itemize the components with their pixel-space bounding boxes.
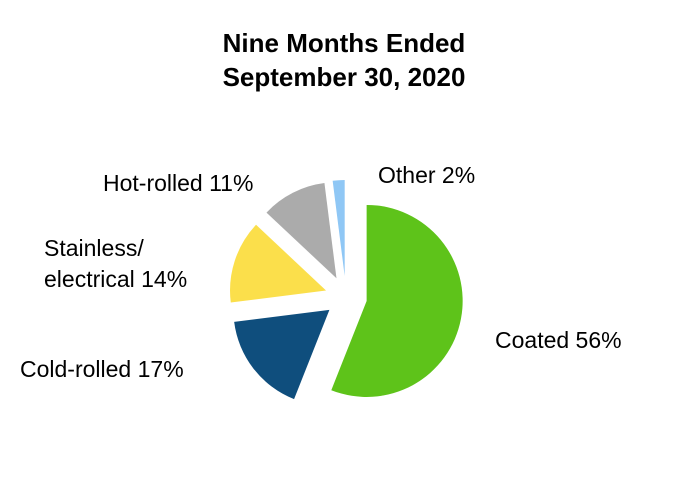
chart-title-line-1: Nine Months Ended (222, 28, 466, 58)
slice-label-cold-rolled: Cold-rolled 17% (20, 356, 184, 382)
pie-slice-other (332, 180, 345, 277)
slice-label-other: Other 2% (378, 162, 476, 188)
pie-slice-hot-rolled (266, 183, 337, 279)
chart-title: Nine Months Ended September 30, 2020 (0, 26, 688, 94)
chart-title-line-2: September 30, 2020 (222, 62, 466, 92)
slice-label-coated: Coated 56% (495, 327, 622, 353)
pie-slice-stainless-electrical (230, 224, 327, 303)
pie-slice-cold-rolled (234, 309, 330, 400)
pie-slice-coated (331, 204, 463, 397)
slice-label-hot-rolled: Hot-rolled 11% (103, 170, 254, 196)
slice-label-stainless-electrical: Stainless/ electrical 14% (44, 235, 188, 292)
